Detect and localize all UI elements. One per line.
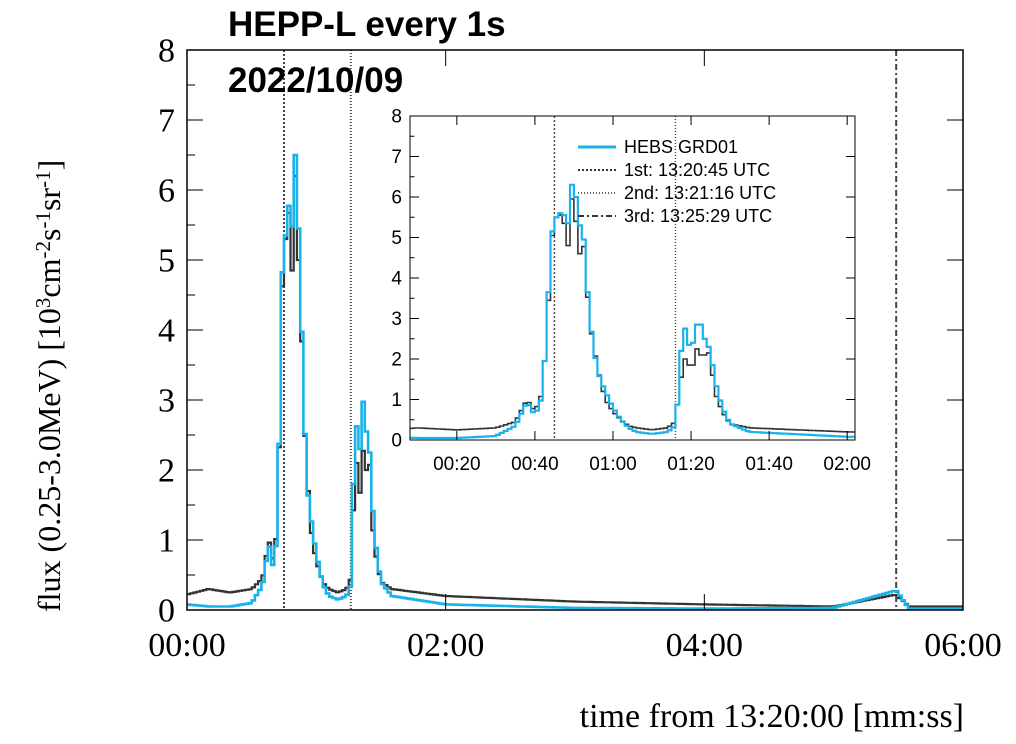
inset-y-tick-label: 8 bbox=[391, 106, 402, 127]
y-tick-label: 8 bbox=[158, 33, 175, 70]
y-tick-label: 1 bbox=[158, 523, 175, 560]
legend-label-3: 2nd: 13:21:16 UTC bbox=[624, 183, 776, 203]
chart-subtitle: 2022/10/09 bbox=[228, 61, 403, 100]
y-tick-label: 0 bbox=[158, 593, 175, 630]
inset-y-tick-label: 7 bbox=[391, 147, 402, 168]
series-1-line bbox=[187, 174, 963, 608]
x-tick-label: 04:00 bbox=[666, 627, 743, 664]
y-tick-label: 2 bbox=[158, 453, 175, 490]
inset-series-1-line bbox=[410, 198, 855, 433]
x-tick-label: 06:00 bbox=[924, 627, 1001, 664]
y-axis-label-exp: 3 bbox=[31, 298, 55, 309]
inset-y-tick-label: 3 bbox=[391, 309, 402, 330]
inset-y-tick-label: 5 bbox=[391, 228, 402, 249]
x-tick-label: 00:00 bbox=[148, 627, 225, 664]
inset-legend: HEBS GRD01 1st: 13:20:45 UTC 2nd: 13:21:16… bbox=[578, 137, 776, 226]
y-axis-label-main: flux (0.25-3.0MeV) [10 bbox=[31, 308, 67, 612]
main-plot: 0 1 2 3 4 5 6 7 8 00:00 02:00 04:00 06:00 bbox=[148, 33, 1001, 664]
inset-series-2-line bbox=[410, 183, 855, 440]
y-axis-label: flux (0.25-3.0MeV) [103cm-2s-1sr-1] bbox=[31, 160, 67, 612]
inset-background bbox=[410, 116, 855, 440]
inset-y-tick-label: 1 bbox=[391, 390, 402, 411]
y-axis-label-close: ] bbox=[31, 160, 67, 171]
y-axis-label-s-exp: -1 bbox=[31, 211, 55, 229]
y-axis-label-cm: cm bbox=[31, 258, 67, 297]
inset-x-tick-label: 01:40 bbox=[745, 454, 793, 475]
inset-x-tick-label: 01:00 bbox=[589, 454, 637, 475]
x-axis-label: time from 13:20:00 [mm:ss] bbox=[580, 698, 964, 735]
y-tick-label: 6 bbox=[158, 173, 175, 210]
legend-label-2: 1st: 13:20:45 UTC bbox=[624, 160, 770, 180]
y-axis-label-sr-exp: -1 bbox=[31, 170, 55, 188]
inset-y-tick-label: 4 bbox=[391, 268, 402, 289]
inset-y-tick-label: 6 bbox=[391, 187, 402, 208]
y-axis-label-sr: sr bbox=[31, 188, 67, 211]
x-tick-label: 02:00 bbox=[407, 627, 484, 664]
legend-label-4: 3rd: 13:25:29 UTC bbox=[624, 206, 772, 226]
inset-y-tick-label: 0 bbox=[391, 430, 402, 451]
y-axis-label-cm-exp: -2 bbox=[31, 241, 55, 259]
inset-x-tick-label: 01:20 bbox=[667, 454, 715, 475]
y-tick-label: 3 bbox=[158, 383, 175, 420]
y-tick-label: 4 bbox=[158, 313, 175, 350]
inset-x-tick-label: 00:40 bbox=[511, 454, 559, 475]
y-tick-label: 5 bbox=[158, 243, 175, 280]
inset-x-tick-label: 00:20 bbox=[433, 454, 481, 475]
legend-label-1: HEBS GRD01 bbox=[624, 137, 738, 157]
inset-x-tick-label: 02:00 bbox=[823, 454, 871, 475]
chart-title: HEPP-L every 1s bbox=[228, 5, 506, 44]
y-tick-label: 7 bbox=[158, 103, 175, 140]
inset-y-tick-label: 2 bbox=[391, 349, 402, 370]
series-2-line bbox=[187, 153, 963, 610]
y-axis-label-s: s bbox=[31, 229, 67, 241]
inset-plot: 0 1 2 3 4 5 6 7 8 00:20 00:40 01:00 01:20 01:40 02:00 H… bbox=[391, 106, 871, 475]
